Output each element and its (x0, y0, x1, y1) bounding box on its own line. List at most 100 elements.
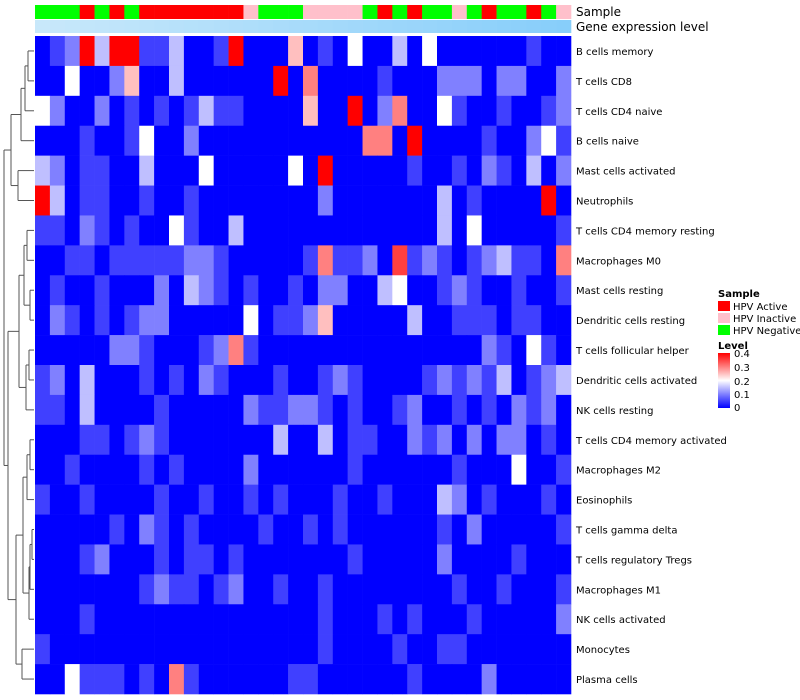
heatmap-cell (109, 305, 125, 336)
heatmap-cell (183, 514, 200, 545)
heatmap-cell (466, 95, 482, 127)
heatmap-cell (407, 424, 423, 456)
heatmap-cell (466, 514, 482, 545)
heatmap-cell (422, 634, 438, 665)
heatmap-cell (169, 36, 185, 67)
expression-annotation-cell (198, 20, 214, 33)
heatmap-cell (79, 365, 95, 396)
row-label: Dendritic cells resting (576, 316, 685, 327)
heatmap-cell (79, 484, 95, 515)
sample-annotation-cell (49, 5, 66, 19)
heatmap-cell (303, 484, 319, 515)
heatmap-cell (35, 335, 51, 366)
heatmap-cell (332, 215, 348, 246)
heatmap-cell (511, 514, 527, 545)
heatmap-cell (377, 664, 393, 695)
heatmap-cell (169, 335, 185, 366)
heatmap-cell (124, 574, 140, 605)
heatmap-cell (332, 275, 348, 306)
heatmap-cell (49, 36, 66, 67)
heatmap-cell (273, 544, 289, 575)
heatmap-cell (317, 275, 334, 306)
heatmap-cell (303, 125, 319, 156)
heatmap-cell (169, 215, 185, 246)
heatmap-cell (303, 305, 319, 336)
expression-annotation-cell (94, 20, 110, 33)
heatmap-cell (243, 454, 259, 485)
heatmap-cell (213, 514, 229, 545)
heatmap-cell (347, 305, 363, 336)
heatmap-cell (273, 305, 289, 336)
heatmap-cell (451, 394, 468, 426)
heatmap-cell (422, 215, 438, 246)
heatmap-cell (481, 65, 497, 97)
heatmap-cell (243, 155, 259, 186)
heatmap-cell (64, 155, 80, 186)
heatmap-cell (198, 574, 214, 605)
heatmap-cell (243, 544, 259, 575)
heatmap-cell (288, 305, 304, 336)
heatmap-cell (273, 394, 289, 426)
heatmap-cell (139, 664, 155, 695)
heatmap-cell (392, 394, 408, 426)
heatmap-cell (154, 155, 170, 186)
heatmap-cell (347, 365, 363, 396)
heatmap-cell (154, 185, 170, 216)
heatmap-cell (451, 125, 468, 156)
heatmap-cell (466, 215, 482, 246)
heatmap-cell (511, 155, 527, 186)
heatmap-cell (228, 604, 244, 635)
heatmap-cell (79, 335, 95, 366)
heatmap-cell (243, 275, 259, 306)
heatmap-cell (303, 245, 319, 276)
heatmap-cell (79, 95, 95, 127)
heatmap-cell (139, 275, 155, 306)
heatmap-cell (228, 215, 244, 246)
heatmap-cell (169, 155, 185, 186)
legend-level-title: Level (718, 341, 748, 352)
heatmap-cell (273, 335, 289, 366)
heatmap-cell (481, 634, 497, 665)
heatmap-cell (228, 65, 244, 97)
heatmap-cell (422, 65, 438, 97)
heatmap-cell (154, 275, 170, 306)
heatmap-cell (332, 125, 348, 156)
heatmap-cell (154, 574, 170, 605)
heatmap-cell (451, 275, 468, 306)
heatmap-cell (541, 95, 557, 127)
heatmap-cell (407, 454, 423, 485)
heatmap-cell (377, 36, 393, 67)
heatmap-cell (481, 335, 497, 366)
heatmap-cell (362, 574, 378, 605)
heatmap-cell (437, 335, 453, 366)
heatmap-cell (35, 185, 51, 216)
heatmap-cell (392, 245, 408, 276)
heatmap-cell (437, 484, 453, 515)
heatmap-cell (154, 65, 170, 97)
heatmap-cell (139, 65, 155, 97)
heatmap-cell (347, 125, 363, 156)
heatmap-cell (154, 305, 170, 336)
heatmap-cell (556, 65, 572, 97)
heatmap-cell (362, 65, 378, 97)
heatmap-cell (511, 604, 527, 635)
heatmap-cell (541, 275, 557, 306)
legend-sample-title: Sample (718, 289, 760, 300)
heatmap-cell (556, 335, 572, 366)
heatmap-cell (49, 424, 66, 456)
heatmap-cell (94, 335, 110, 366)
heatmap-cell (362, 36, 378, 67)
heatmap-cell (481, 664, 497, 695)
heatmap-cell (79, 604, 95, 635)
heatmap-cell (183, 245, 200, 276)
heatmap-cell (64, 125, 80, 156)
heatmap-cell (154, 36, 170, 67)
heatmap-cell (109, 604, 125, 635)
heatmap-cell (526, 125, 542, 156)
heatmap-cell (258, 484, 274, 515)
heatmap-cell (392, 335, 408, 366)
heatmap-cell (64, 574, 80, 605)
heatmap-cell (347, 514, 363, 545)
heatmap-cell (198, 394, 214, 426)
